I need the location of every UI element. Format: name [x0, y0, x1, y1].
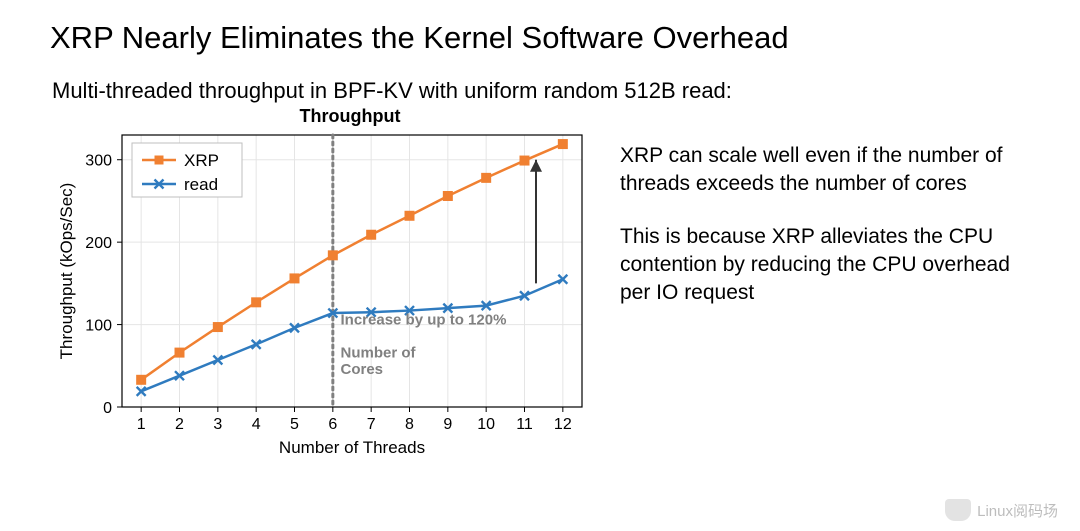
svg-text:0: 0 [103, 400, 112, 417]
svg-text:read: read [184, 175, 218, 194]
svg-text:6: 6 [328, 416, 337, 433]
svg-text:9: 9 [443, 416, 452, 433]
svg-text:12: 12 [554, 416, 572, 433]
svg-text:4: 4 [252, 416, 261, 433]
paragraph-2: This is because XRP alleviates the CPU c… [620, 223, 1030, 308]
watermark: Linux阅码场 [945, 499, 1058, 521]
svg-text:Cores: Cores [341, 361, 384, 378]
svg-text:Number of Threads: Number of Threads [279, 438, 425, 457]
svg-text:8: 8 [405, 416, 414, 433]
svg-text:Increase by up to 120%: Increase by up to 120% [341, 312, 507, 329]
throughput-chart: Throughput 1234567891011120100200300Numb… [50, 106, 590, 459]
svg-text:XRP: XRP [184, 151, 219, 170]
subtitle: Multi-threaded throughput in BPF-KV with… [52, 78, 1030, 104]
svg-text:1: 1 [137, 416, 146, 433]
svg-text:7: 7 [367, 416, 376, 433]
watermark-label: Linux阅码场 [977, 500, 1058, 521]
svg-text:Number of: Number of [341, 345, 417, 362]
paragraph-1: XRP can scale well even if the number of… [620, 142, 1030, 199]
svg-text:300: 300 [85, 153, 112, 170]
svg-text:10: 10 [477, 416, 495, 433]
explanation-text: XRP can scale well even if the number of… [620, 106, 1030, 332]
svg-text:200: 200 [85, 235, 112, 252]
page-title: XRP Nearly Eliminates the Kernel Softwar… [50, 20, 1030, 56]
svg-text:100: 100 [85, 318, 112, 335]
wechat-icon [945, 499, 971, 521]
svg-text:2: 2 [175, 416, 184, 433]
svg-text:5: 5 [290, 416, 299, 433]
svg-text:Throughput (kOps/Sec): Throughput (kOps/Sec) [57, 183, 76, 360]
svg-text:3: 3 [213, 416, 222, 433]
chart-title: Throughput [110, 106, 590, 127]
svg-text:11: 11 [516, 416, 533, 433]
